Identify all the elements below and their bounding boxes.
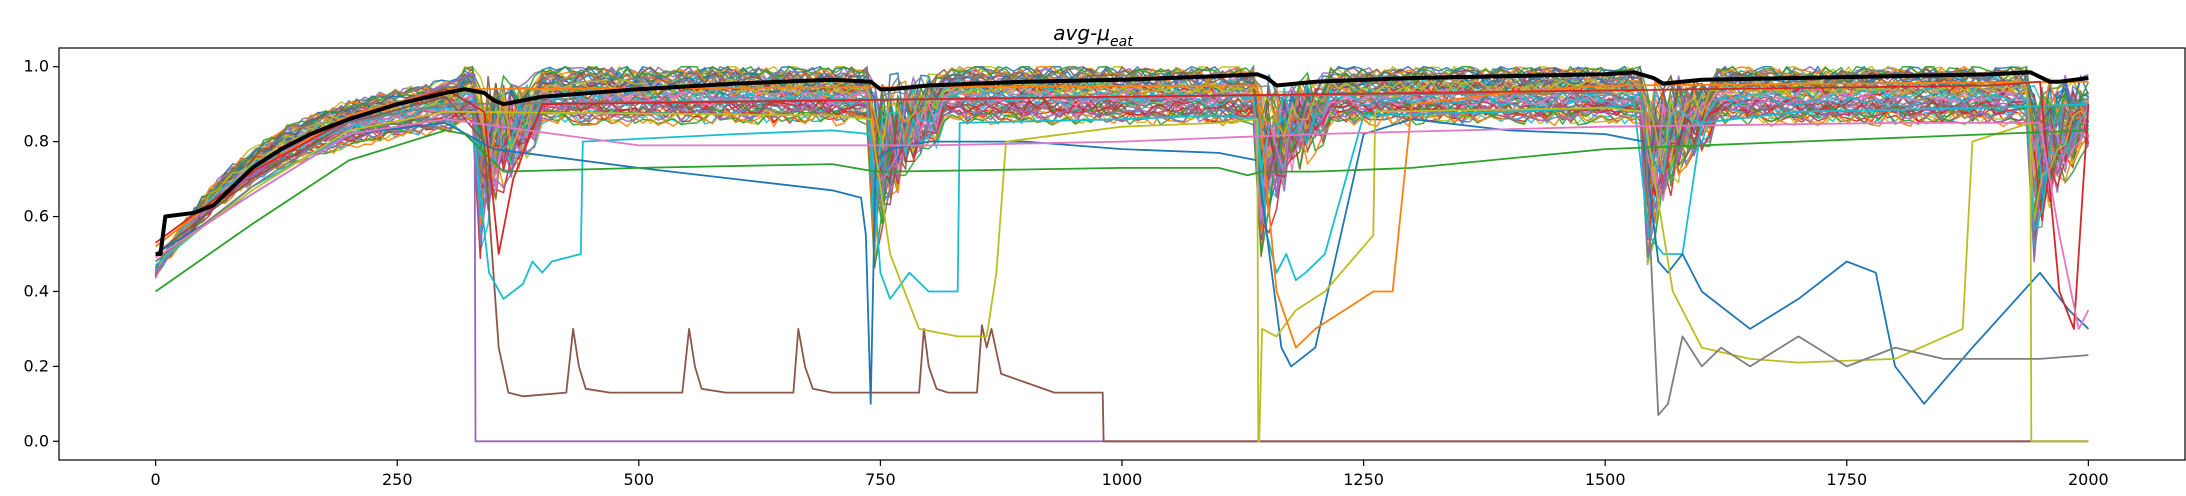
x-tick-label: 2000: [2068, 470, 2109, 489]
mean-layer: [155, 70, 2089, 256]
background-run-line: [154, 107, 2090, 276]
mean-series-line: [155, 70, 2089, 256]
background-run-line: [154, 98, 2090, 275]
x-tick-label: 500: [624, 470, 655, 489]
series-line-8: [155, 80, 2089, 349]
background-run-line: [154, 109, 2090, 278]
background-run-line: [154, 106, 2090, 276]
series-line-5: [155, 107, 2089, 443]
background-runs: [154, 64, 2090, 279]
x-tick-label: 750: [865, 470, 896, 489]
background-run-line: [155, 90, 2089, 271]
chart-title: avg-μeat: [1053, 21, 1133, 50]
series-line-4: [155, 118, 2090, 405]
y-tick-label: 0.0: [24, 431, 49, 450]
background-run-line: [155, 105, 2089, 275]
x-tick-label: 1000: [1102, 470, 1143, 489]
background-run-line: [154, 110, 2089, 278]
series-line-3: [155, 103, 2089, 300]
x-tick-label: 1500: [1585, 470, 1626, 489]
y-tick-label: 1.0: [24, 57, 49, 76]
background-run-line: [154, 107, 2089, 276]
series-line-7: [155, 129, 2089, 293]
background-run-line: [154, 77, 2089, 273]
x-axis: 0 250 500 750 1000 1250 1500 1750 2000: [151, 460, 2109, 489]
series-line-6: [155, 92, 2089, 417]
background-run-line: [154, 93, 2089, 269]
x-tick-label: 1250: [1343, 470, 1384, 489]
series-line-10: [155, 118, 2090, 330]
series-line-2: [155, 95, 2089, 443]
y-tick-label: 0.4: [24, 281, 49, 300]
y-tick-label: 0.8: [24, 132, 49, 151]
y-axis: 0.0 0.2 0.4 0.6 0.8 1.0: [24, 57, 59, 450]
background-run-line: [154, 90, 2090, 279]
x-tick-label: 1750: [1826, 470, 1867, 489]
x-tick-label: 250: [382, 470, 413, 489]
background-run-line: [154, 107, 2089, 276]
x-tick-label: 0: [151, 470, 161, 489]
y-tick-label: 0.2: [24, 356, 49, 375]
y-tick-label: 0.6: [24, 207, 49, 226]
